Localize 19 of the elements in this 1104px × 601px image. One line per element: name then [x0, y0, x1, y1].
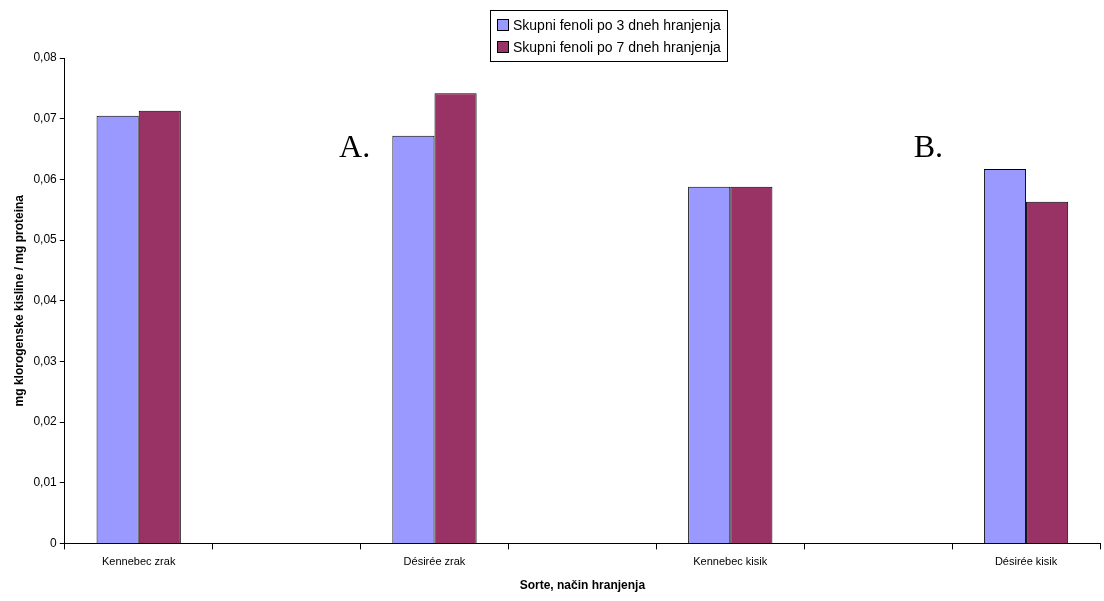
- annotation: B.: [913, 128, 943, 165]
- x-tick-label: Kennebec kisik: [693, 555, 768, 568]
- y-tick-label: 0,07: [33, 110, 58, 125]
- x-tick-label: Kennebec zrak: [102, 555, 176, 568]
- y-tick-label: 0,04: [33, 293, 58, 308]
- y-tick-label: 0,03: [33, 353, 58, 368]
- legend-label: Skupni fenoli po 7 dneh hranjenja: [513, 38, 721, 57]
- x-axis-title: Sorte, način hranjenja: [519, 578, 646, 593]
- y-tick-label: 0,02: [33, 414, 58, 429]
- y-tick-label: 0,06: [33, 171, 58, 186]
- y-axis-title: mg klorogenske kisline / mg proteina: [11, 194, 26, 407]
- y-tick-label: 0: [50, 535, 58, 550]
- y-tick-label: 0,01: [33, 475, 58, 490]
- x-tick-label: Désirée zrak: [403, 555, 466, 568]
- legend-label: Skupni fenoli po 3 dneh hranjenja: [513, 16, 721, 35]
- annotation: A.: [339, 128, 371, 165]
- y-tick-label: 0,05: [33, 232, 58, 247]
- y-tick-label: 0,08: [33, 50, 58, 65]
- x-tick-label: Désirée kisik: [994, 555, 1058, 568]
